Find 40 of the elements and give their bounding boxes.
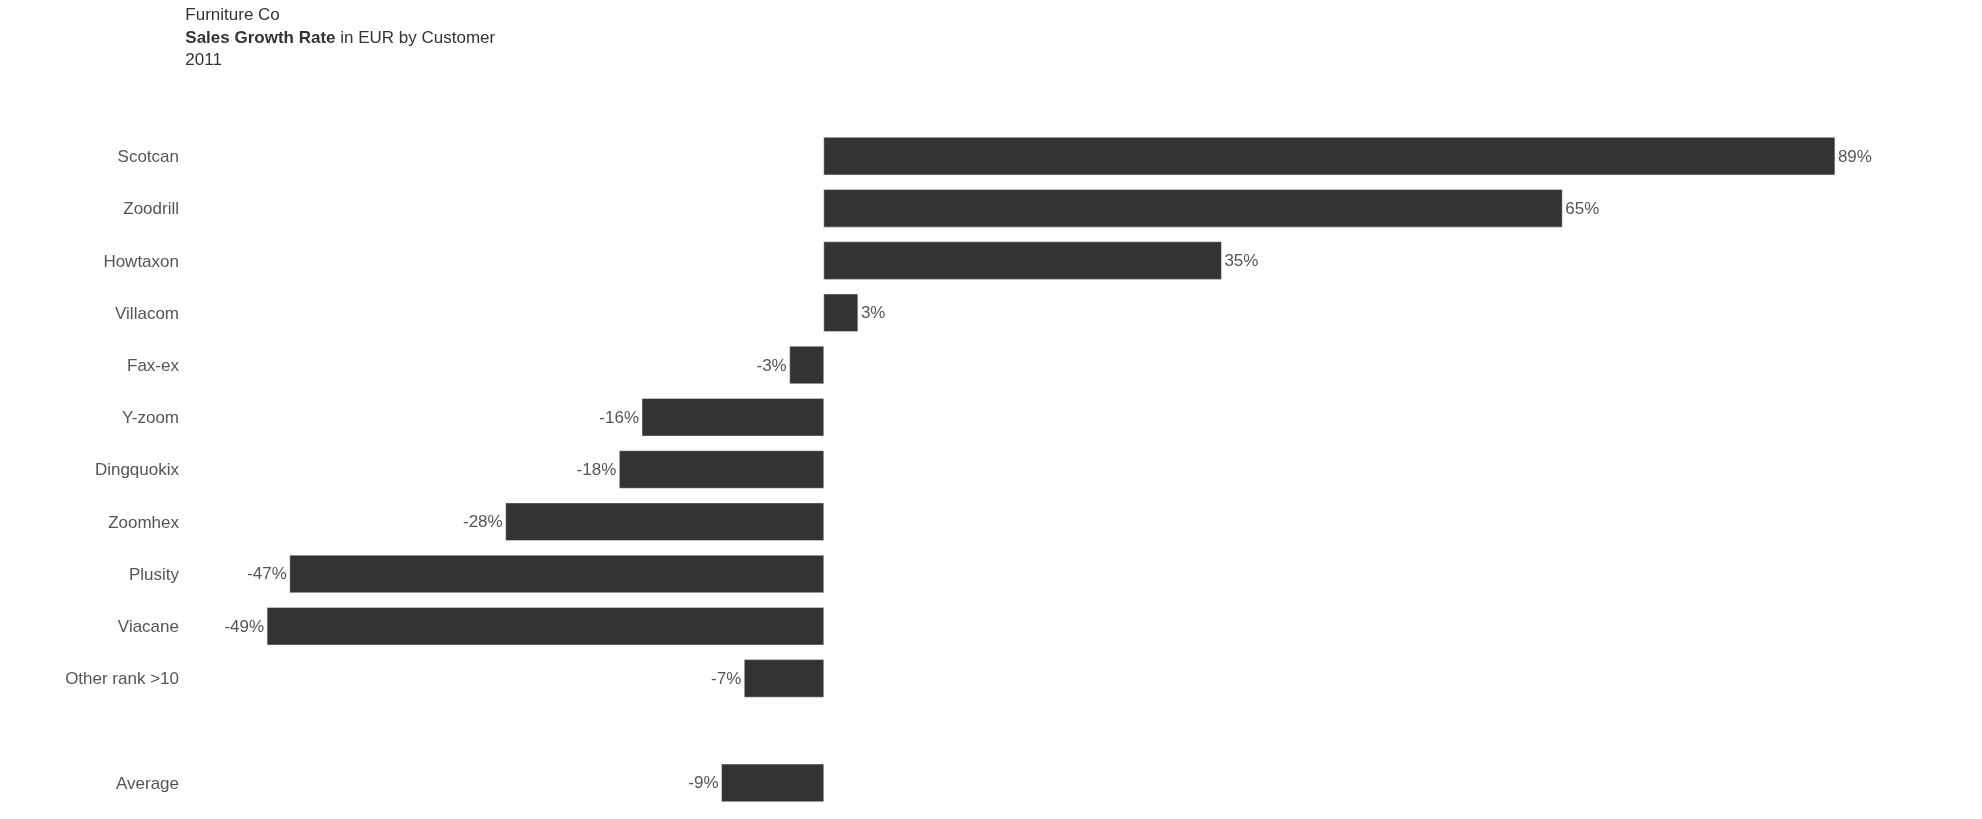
bar bbox=[266, 607, 825, 646]
y-tick-label: Other rank >10 bbox=[65, 669, 179, 689]
y-tick-label: Dingquokix bbox=[94, 460, 180, 480]
y-tick-label: Villacom bbox=[115, 303, 179, 323]
y-tick-label: Zoodrill bbox=[123, 199, 179, 219]
data-label: -3% bbox=[756, 355, 787, 375]
y-tick-label: Fax-ex bbox=[127, 355, 180, 375]
data-label: -49% bbox=[224, 616, 265, 636]
data-label: 89% bbox=[1837, 146, 1872, 166]
data-label: 35% bbox=[1224, 251, 1259, 271]
bar bbox=[619, 450, 825, 489]
y-tick-label: Zoomhex bbox=[108, 512, 180, 532]
chart-subtitle: in EUR by Customer bbox=[340, 27, 496, 47]
bar bbox=[823, 137, 1836, 176]
y-tick-label: Y-zoom bbox=[121, 408, 179, 428]
data-label: 3% bbox=[860, 303, 886, 323]
y-tick-label: Viacane bbox=[117, 617, 179, 637]
bar bbox=[289, 554, 825, 594]
bar bbox=[823, 293, 859, 332]
bar bbox=[641, 398, 825, 437]
chart-title: Sales Growth Rate bbox=[185, 27, 336, 47]
bar bbox=[823, 241, 1222, 280]
bar bbox=[505, 502, 825, 541]
data-label: -9% bbox=[688, 773, 719, 793]
text: 2011 bbox=[185, 49, 222, 69]
bar bbox=[789, 345, 825, 385]
data-label: -16% bbox=[599, 407, 640, 427]
bar bbox=[823, 189, 1563, 228]
bar bbox=[721, 763, 825, 802]
data-label: 65% bbox=[1565, 198, 1600, 218]
data-label: -7% bbox=[711, 668, 742, 688]
data-label: -18% bbox=[576, 460, 617, 479]
text: Furniture Co bbox=[185, 5, 280, 25]
data-label: -47% bbox=[247, 564, 287, 584]
y-tick-label: Howtaxon bbox=[103, 251, 179, 271]
y-tick-label: Plusity bbox=[128, 564, 180, 584]
bar bbox=[744, 659, 825, 698]
y-tick-label: Average bbox=[115, 773, 179, 793]
data-label: -28% bbox=[462, 512, 503, 532]
y-tick-label: Scotcan bbox=[117, 147, 179, 167]
